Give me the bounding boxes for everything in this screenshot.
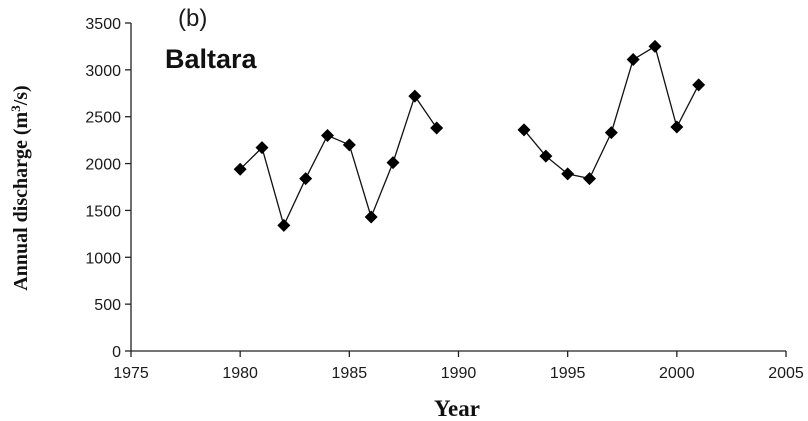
x-tick-label: 2005 [768, 365, 804, 382]
y-axis-title-suffix: /s) [10, 85, 32, 106]
x-tick-label: 1975 [113, 365, 149, 382]
data-point-marker [255, 141, 269, 155]
y-axis-title-superscript: 3 [8, 105, 23, 112]
data-point-marker [648, 39, 662, 53]
x-axis-ticks: 1975 1980 1985 1990 1995 2000 2005 [113, 351, 804, 382]
x-tick-label: 1995 [550, 365, 586, 382]
series-line-segment [239, 94, 438, 228]
data-point-marker [670, 120, 684, 134]
x-tick-label: 1990 [441, 365, 477, 382]
panel-label: (b) [178, 5, 207, 32]
x-tick-label: 1985 [332, 365, 368, 382]
y-tick-label: 3000 [85, 63, 121, 80]
y-tick-label: 2000 [85, 157, 121, 174]
data-point-marker [386, 156, 400, 170]
data-point-marker [430, 121, 444, 135]
site-label: Baltara [165, 44, 258, 74]
data-point-marker [277, 218, 291, 232]
y-tick-label: 2500 [85, 110, 121, 127]
series-line-segment [523, 45, 700, 180]
data-point-marker [364, 210, 378, 224]
y-tick-label: 0 [112, 344, 121, 361]
data-point-marker [561, 167, 575, 181]
data-point-marker [408, 89, 422, 103]
x-tick-label: 2000 [659, 365, 695, 382]
data-point-marker [342, 138, 356, 152]
x-tick-label: 1980 [222, 365, 258, 382]
data-point-marker [233, 162, 247, 176]
y-tick-label: 3500 [85, 16, 121, 33]
y-axis-title: Annual discharge (m3/s) [8, 85, 32, 290]
y-axis-ticks: 0 500 1000 1500 2000 2500 3000 3500 [85, 16, 131, 361]
data-point-marker [299, 172, 313, 186]
data-point-marker [583, 172, 596, 186]
y-tick-label: 500 [94, 297, 121, 314]
data-point-marker [539, 149, 553, 163]
data-point-marker [517, 123, 531, 137]
data-point-marker [692, 78, 706, 92]
y-axis-title-prefix: Annual discharge (m [10, 111, 32, 290]
data-point-marker [626, 53, 640, 67]
plot-area [233, 39, 706, 232]
x-axis-title: Year [434, 396, 480, 421]
y-tick-label: 1500 [85, 203, 121, 220]
data-point-marker [604, 126, 618, 140]
y-tick-label: 1000 [85, 250, 121, 267]
data-point-marker [321, 128, 334, 142]
